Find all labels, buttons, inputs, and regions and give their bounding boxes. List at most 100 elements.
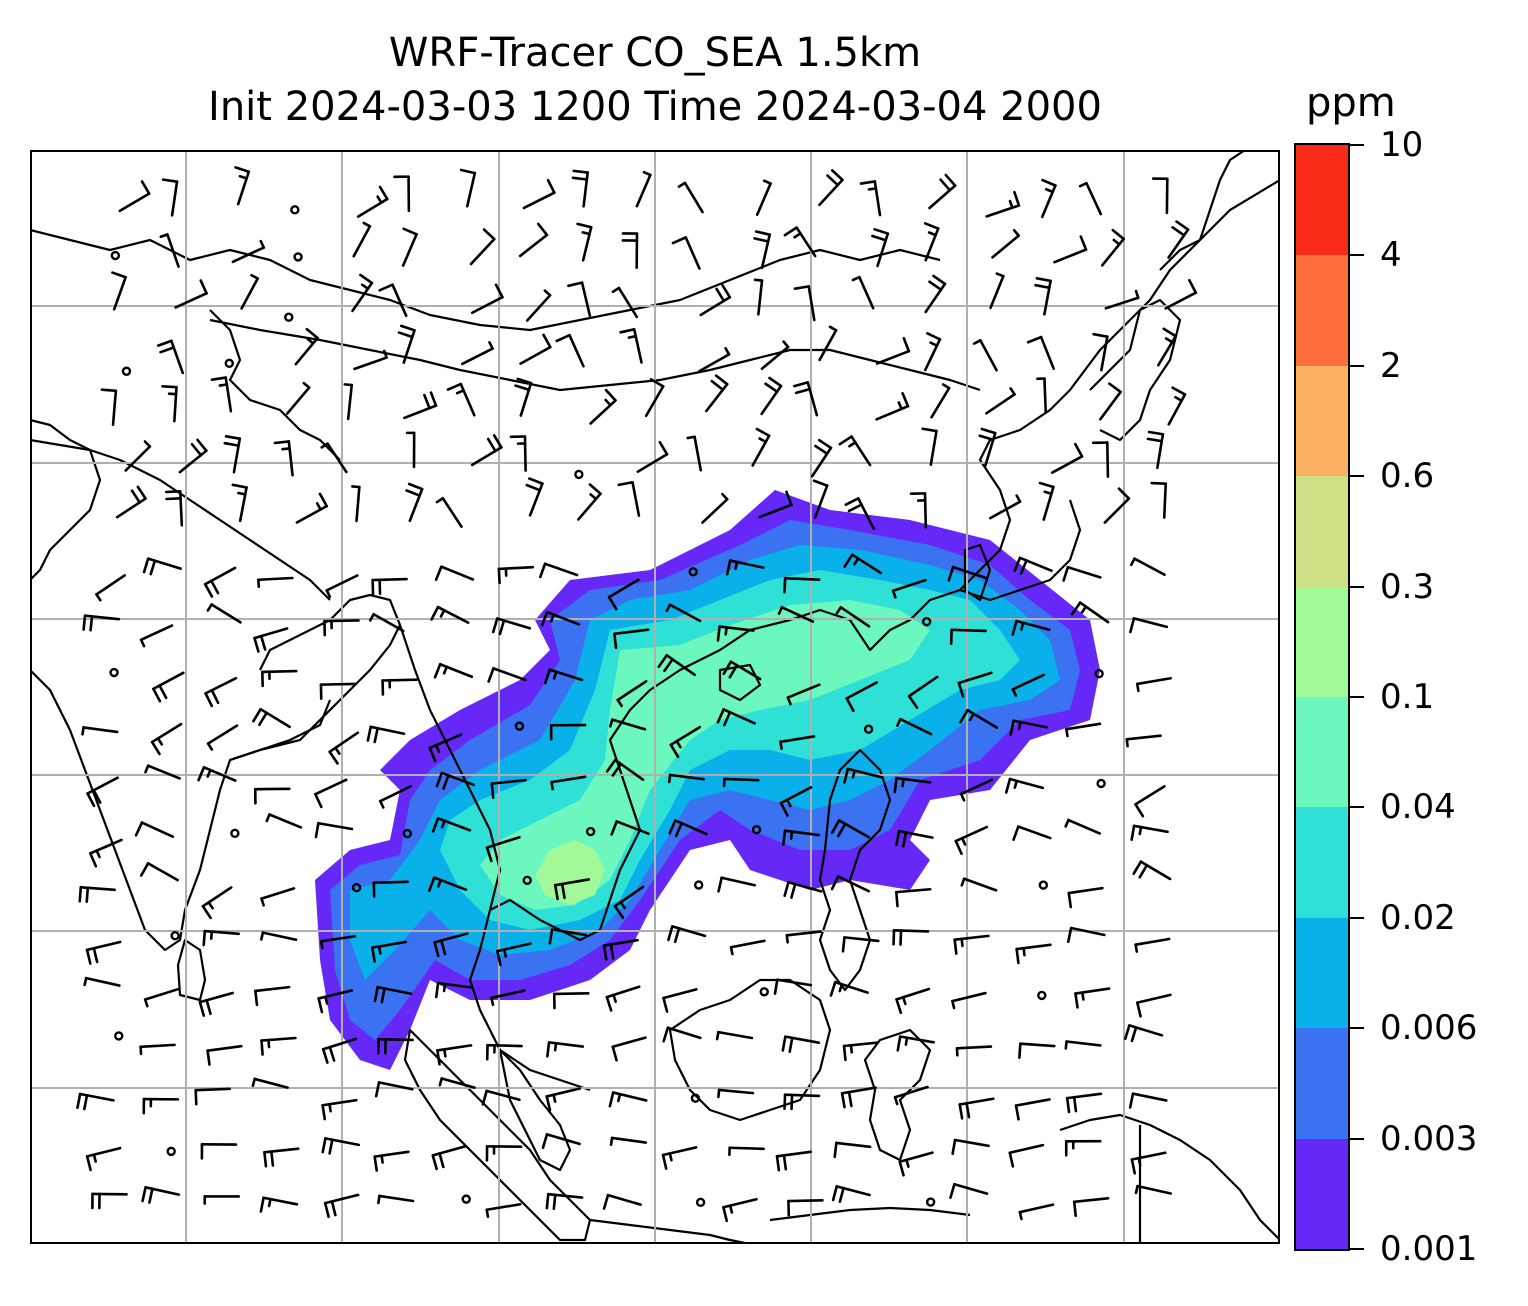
wind-barb [253,627,289,653]
colorbar-tick-label: 0.3 [1380,566,1435,607]
wind-barb [124,440,152,472]
wind-barb [1130,824,1169,841]
colorbar-swatch-9 [1296,145,1348,256]
wind-barb [608,1091,648,1108]
wind-barb [142,1097,180,1115]
wind-barb [435,771,475,790]
wind-barb [323,1193,360,1219]
wind-barb [76,1092,115,1111]
wind-barb [206,1044,243,1066]
colorbar-swatch-7 [1296,365,1348,477]
wind-barb [402,391,438,420]
wind-barb [378,283,408,318]
wind-barb [602,1193,642,1210]
colorbar-swatch-4 [1296,696,1348,808]
coastline-india-peninsula [30,669,332,952]
wind-barb [818,325,838,362]
wind-barb [514,377,533,417]
wind-barb [957,671,993,698]
wind-barb [609,1136,648,1147]
wind-barb [161,385,178,423]
coastline-mongolia-border [209,318,981,392]
wind-barb [405,431,416,469]
wind-barb [545,1087,582,1112]
wind-barb [621,232,639,269]
wind-barb [677,181,704,214]
wind-barb [201,886,233,920]
wind-barb [254,985,291,1007]
wind-barb [393,175,411,213]
wind-calm-circle [1038,880,1049,890]
wind-barb [792,381,819,417]
wind-barb [955,1045,993,1057]
wind-barb [321,1037,357,1064]
wind-barb [1038,481,1055,521]
coastline-bay-of-bengal [229,593,402,762]
colorbar-tick-label: 0.02 [1380,897,1456,938]
plume-level-0.04 [480,600,930,910]
coastline-lesser-sunda [769,1206,971,1222]
wind-barb [260,887,296,907]
wind-barb [928,173,957,210]
wind-barb [716,625,755,642]
wind-barb [896,1035,935,1052]
wind-barb [438,1077,476,1089]
wind-barb [949,628,987,646]
wind-barb [716,708,756,727]
coastline-russia-border [30,228,941,332]
wind-calm-circle [1096,778,1106,789]
colorbar [1294,143,1350,1251]
wind-barb [152,671,185,703]
wind-barb [892,929,930,946]
wind-barb [143,988,179,1008]
wind-barb [1074,987,1111,1009]
wind-barb [661,1146,698,1170]
wind-barb [351,273,374,313]
wind-barb [487,667,527,683]
coastline-central-asia [209,309,341,461]
wind-barb [781,829,821,846]
wind-barb [164,490,184,527]
wind-barb [539,562,579,579]
colorbar-tick [1350,585,1364,588]
wind-barb [589,388,617,425]
wind-barb [843,767,883,784]
wind-barb [760,340,790,371]
wind-barb [263,1147,300,1168]
wind-barb [840,1086,877,1109]
wind-calm-circle [109,667,119,678]
colorbar-units-label: ppm [1306,80,1396,126]
wind-barb [314,821,354,839]
wind-barb [657,653,696,677]
wind-barb [831,1185,871,1203]
wind-barb [896,717,933,736]
wind-barb [1156,327,1178,367]
wind-calm-circle [1037,990,1047,1001]
wind-barb [751,427,771,467]
wind-barb [174,279,208,309]
wind-barb [895,829,934,848]
wind-barb [485,1202,522,1218]
wind-barb [1008,1143,1045,1168]
wind-barb [518,222,549,258]
wind-barb [261,669,298,688]
wind-barb [947,565,987,582]
coastline-sri-lanka [176,938,207,1002]
wind-barb [781,1035,821,1053]
wind-barb [787,1198,824,1217]
wind-barb [433,662,474,679]
wind-barb [481,1089,521,1106]
wind-barb [783,226,817,258]
wind-barb [1146,430,1165,470]
wind-barb [951,991,987,1010]
coastline-java [589,1218,751,1244]
wind-barb [1004,777,1045,794]
wind-barb [775,1150,813,1172]
coastline-korea [1089,298,1182,442]
wind-barb [485,835,521,863]
wind-barb [783,1093,821,1111]
wind-barb [1132,860,1172,881]
wind-barb [470,434,503,467]
wind-calm-circle [224,358,234,369]
wind-barb [893,776,932,794]
